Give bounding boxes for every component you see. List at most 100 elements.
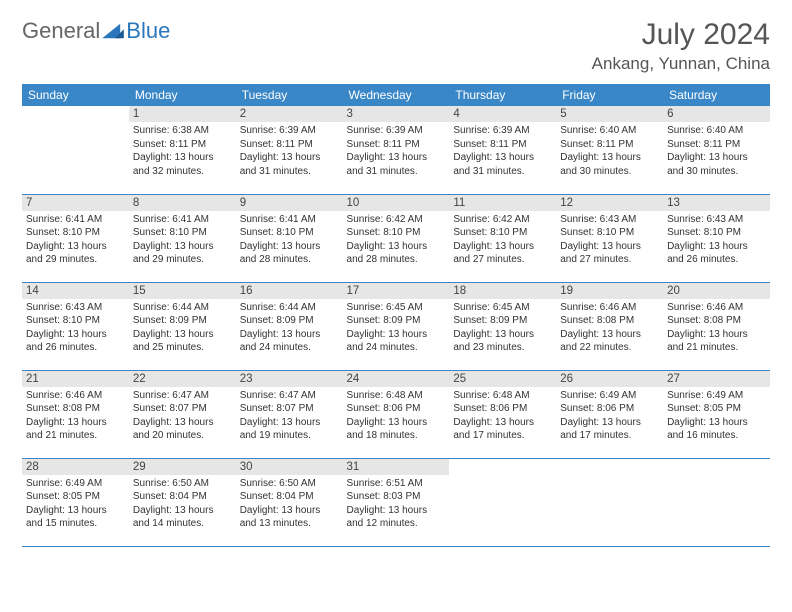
calendar-row: 7Sunrise: 6:41 AMSunset: 8:10 PMDaylight…: [22, 194, 770, 282]
calendar-cell: 14Sunrise: 6:43 AMSunset: 8:10 PMDayligh…: [22, 282, 129, 370]
logo: General Blue: [22, 18, 170, 44]
weekday-header: Saturday: [663, 84, 770, 106]
day-details: Sunrise: 6:42 AMSunset: 8:10 PMDaylight:…: [343, 211, 450, 269]
day-number: 28: [22, 459, 129, 475]
day-number: 5: [556, 106, 663, 122]
day-number: 7: [22, 195, 129, 211]
title-block: July 2024 Ankang, Yunnan, China: [592, 18, 770, 74]
day-number: 16: [236, 283, 343, 299]
calendar-cell: 26Sunrise: 6:49 AMSunset: 8:06 PMDayligh…: [556, 370, 663, 458]
day-number: 6: [663, 106, 770, 122]
day-details: Sunrise: 6:39 AMSunset: 8:11 PMDaylight:…: [236, 122, 343, 180]
calendar-cell: 7Sunrise: 6:41 AMSunset: 8:10 PMDaylight…: [22, 194, 129, 282]
day-number: 21: [22, 371, 129, 387]
day-details: Sunrise: 6:51 AMSunset: 8:03 PMDaylight:…: [343, 475, 450, 533]
day-number: 24: [343, 371, 450, 387]
logo-text-general: General: [22, 18, 100, 44]
day-details: Sunrise: 6:41 AMSunset: 8:10 PMDaylight:…: [129, 211, 236, 269]
day-details: Sunrise: 6:50 AMSunset: 8:04 PMDaylight:…: [236, 475, 343, 533]
calendar-cell: 30Sunrise: 6:50 AMSunset: 8:04 PMDayligh…: [236, 458, 343, 546]
day-details: Sunrise: 6:43 AMSunset: 8:10 PMDaylight:…: [556, 211, 663, 269]
calendar-table: SundayMondayTuesdayWednesdayThursdayFrid…: [22, 84, 770, 547]
calendar-cell: 4Sunrise: 6:39 AMSunset: 8:11 PMDaylight…: [449, 106, 556, 194]
day-number: 19: [556, 283, 663, 299]
logo-triangle-icon: [102, 22, 124, 40]
calendar-cell: 13Sunrise: 6:43 AMSunset: 8:10 PMDayligh…: [663, 194, 770, 282]
day-number: 26: [556, 371, 663, 387]
day-details: Sunrise: 6:45 AMSunset: 8:09 PMDaylight:…: [449, 299, 556, 357]
day-details: Sunrise: 6:39 AMSunset: 8:11 PMDaylight:…: [449, 122, 556, 180]
day-details: Sunrise: 6:43 AMSunset: 8:10 PMDaylight:…: [22, 299, 129, 357]
day-details: Sunrise: 6:43 AMSunset: 8:10 PMDaylight:…: [663, 211, 770, 269]
day-details: Sunrise: 6:46 AMSunset: 8:08 PMDaylight:…: [22, 387, 129, 445]
calendar-cell: 28Sunrise: 6:49 AMSunset: 8:05 PMDayligh…: [22, 458, 129, 546]
weekday-row: SundayMondayTuesdayWednesdayThursdayFrid…: [22, 84, 770, 106]
calendar-cell: 25Sunrise: 6:48 AMSunset: 8:06 PMDayligh…: [449, 370, 556, 458]
weekday-header: Wednesday: [343, 84, 450, 106]
calendar-cell: 24Sunrise: 6:48 AMSunset: 8:06 PMDayligh…: [343, 370, 450, 458]
calendar-cell: 27Sunrise: 6:49 AMSunset: 8:05 PMDayligh…: [663, 370, 770, 458]
day-number: 12: [556, 195, 663, 211]
day-number: 17: [343, 283, 450, 299]
calendar-cell: 3Sunrise: 6:39 AMSunset: 8:11 PMDaylight…: [343, 106, 450, 194]
calendar-cell: 29Sunrise: 6:50 AMSunset: 8:04 PMDayligh…: [129, 458, 236, 546]
calendar-cell: 11Sunrise: 6:42 AMSunset: 8:10 PMDayligh…: [449, 194, 556, 282]
day-details: Sunrise: 6:42 AMSunset: 8:10 PMDaylight:…: [449, 211, 556, 269]
weekday-header: Friday: [556, 84, 663, 106]
calendar-cell: [663, 458, 770, 546]
logo-text-blue: Blue: [126, 18, 170, 44]
calendar-cell: 10Sunrise: 6:42 AMSunset: 8:10 PMDayligh…: [343, 194, 450, 282]
day-number: 29: [129, 459, 236, 475]
calendar-cell: 6Sunrise: 6:40 AMSunset: 8:11 PMDaylight…: [663, 106, 770, 194]
day-number: 31: [343, 459, 450, 475]
day-details: Sunrise: 6:45 AMSunset: 8:09 PMDaylight:…: [343, 299, 450, 357]
day-details: Sunrise: 6:49 AMSunset: 8:06 PMDaylight:…: [556, 387, 663, 445]
day-number: 18: [449, 283, 556, 299]
calendar-head: SundayMondayTuesdayWednesdayThursdayFrid…: [22, 84, 770, 106]
calendar-cell: 1Sunrise: 6:38 AMSunset: 8:11 PMDaylight…: [129, 106, 236, 194]
calendar-cell: [556, 458, 663, 546]
day-details: Sunrise: 6:46 AMSunset: 8:08 PMDaylight:…: [663, 299, 770, 357]
day-number: 30: [236, 459, 343, 475]
calendar-cell: 16Sunrise: 6:44 AMSunset: 8:09 PMDayligh…: [236, 282, 343, 370]
calendar-cell: 20Sunrise: 6:46 AMSunset: 8:08 PMDayligh…: [663, 282, 770, 370]
day-number: 1: [129, 106, 236, 122]
calendar-cell: 17Sunrise: 6:45 AMSunset: 8:09 PMDayligh…: [343, 282, 450, 370]
day-details: Sunrise: 6:39 AMSunset: 8:11 PMDaylight:…: [343, 122, 450, 180]
weekday-header: Sunday: [22, 84, 129, 106]
day-number: 27: [663, 371, 770, 387]
calendar-cell: 12Sunrise: 6:43 AMSunset: 8:10 PMDayligh…: [556, 194, 663, 282]
day-number: 25: [449, 371, 556, 387]
day-number: 15: [129, 283, 236, 299]
calendar-body: 1Sunrise: 6:38 AMSunset: 8:11 PMDaylight…: [22, 106, 770, 546]
month-title: July 2024: [592, 18, 770, 52]
day-number: 14: [22, 283, 129, 299]
calendar-cell: 21Sunrise: 6:46 AMSunset: 8:08 PMDayligh…: [22, 370, 129, 458]
day-details: Sunrise: 6:41 AMSunset: 8:10 PMDaylight:…: [236, 211, 343, 269]
day-details: Sunrise: 6:44 AMSunset: 8:09 PMDaylight:…: [129, 299, 236, 357]
day-details: Sunrise: 6:50 AMSunset: 8:04 PMDaylight:…: [129, 475, 236, 533]
day-number: 20: [663, 283, 770, 299]
day-number: 9: [236, 195, 343, 211]
location-text: Ankang, Yunnan, China: [592, 54, 770, 74]
calendar-cell: 2Sunrise: 6:39 AMSunset: 8:11 PMDaylight…: [236, 106, 343, 194]
day-number: 23: [236, 371, 343, 387]
day-details: Sunrise: 6:44 AMSunset: 8:09 PMDaylight:…: [236, 299, 343, 357]
calendar-row: 14Sunrise: 6:43 AMSunset: 8:10 PMDayligh…: [22, 282, 770, 370]
day-details: Sunrise: 6:38 AMSunset: 8:11 PMDaylight:…: [129, 122, 236, 180]
day-number: 10: [343, 195, 450, 211]
calendar-cell: 22Sunrise: 6:47 AMSunset: 8:07 PMDayligh…: [129, 370, 236, 458]
day-details: Sunrise: 6:41 AMSunset: 8:10 PMDaylight:…: [22, 211, 129, 269]
calendar-cell: 31Sunrise: 6:51 AMSunset: 8:03 PMDayligh…: [343, 458, 450, 546]
day-details: Sunrise: 6:47 AMSunset: 8:07 PMDaylight:…: [129, 387, 236, 445]
day-number: 13: [663, 195, 770, 211]
day-number: 4: [449, 106, 556, 122]
day-details: Sunrise: 6:48 AMSunset: 8:06 PMDaylight:…: [343, 387, 450, 445]
calendar-cell: 8Sunrise: 6:41 AMSunset: 8:10 PMDaylight…: [129, 194, 236, 282]
calendar-cell: 18Sunrise: 6:45 AMSunset: 8:09 PMDayligh…: [449, 282, 556, 370]
calendar-cell: [449, 458, 556, 546]
calendar-row: 28Sunrise: 6:49 AMSunset: 8:05 PMDayligh…: [22, 458, 770, 546]
weekday-header: Thursday: [449, 84, 556, 106]
day-details: Sunrise: 6:46 AMSunset: 8:08 PMDaylight:…: [556, 299, 663, 357]
day-details: Sunrise: 6:49 AMSunset: 8:05 PMDaylight:…: [22, 475, 129, 533]
